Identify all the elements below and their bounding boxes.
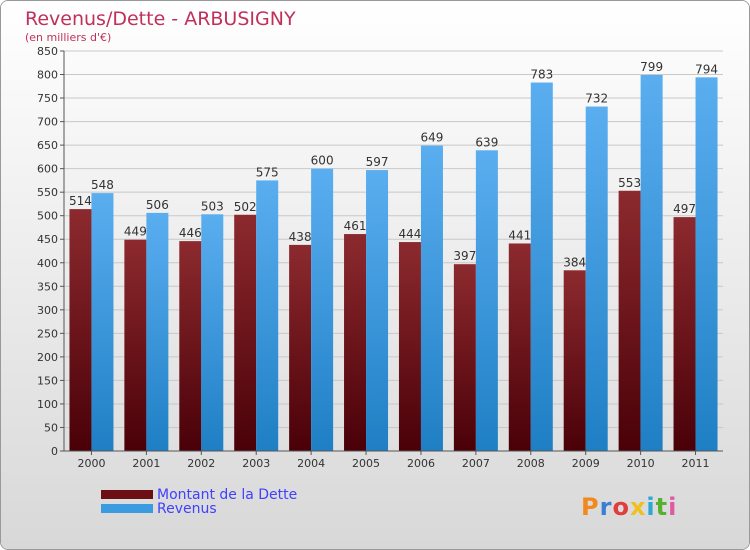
data-label-revenue: 503 bbox=[201, 199, 224, 213]
y-tick-label: 250 bbox=[37, 327, 58, 340]
legend-label-revenue: Revenus bbox=[157, 501, 217, 517]
grid-lines bbox=[64, 50, 723, 452]
x-tick-label: 2001 bbox=[132, 457, 160, 470]
logo-letter: x bbox=[629, 493, 647, 521]
bar-revenue bbox=[530, 82, 553, 451]
logo-letter: r bbox=[599, 493, 613, 521]
y-tick-label: 0 bbox=[51, 445, 58, 458]
bar-debt bbox=[673, 217, 696, 451]
bar-debt bbox=[398, 242, 421, 451]
x-tick-label: 2000 bbox=[77, 457, 105, 470]
data-label-revenue: 732 bbox=[585, 92, 608, 106]
y-tick-label: 850 bbox=[37, 45, 58, 58]
bars bbox=[69, 75, 718, 452]
bar-debt bbox=[453, 264, 476, 451]
logo-letter: i bbox=[668, 493, 678, 521]
data-label-debt: 446 bbox=[179, 226, 202, 240]
x-tick-label: 2009 bbox=[572, 457, 600, 470]
data-label-debt: 444 bbox=[399, 227, 422, 241]
y-tick-label: 150 bbox=[37, 374, 58, 387]
y-axis: 0 50 100 150 200 250 300 350 400 450 500 550 600 650 7… bbox=[37, 45, 65, 458]
x-tick-label: 2011 bbox=[682, 457, 710, 470]
proxiti-logo: Proxiti bbox=[581, 493, 677, 521]
bar-debt bbox=[289, 244, 312, 451]
data-label-revenue: 506 bbox=[146, 198, 169, 212]
bar-revenue bbox=[585, 106, 608, 451]
bar-debt bbox=[179, 241, 202, 451]
bar-revenue bbox=[256, 180, 279, 452]
data-label-debt: 397 bbox=[453, 249, 476, 263]
data-label-revenue: 639 bbox=[475, 135, 498, 149]
y-tick-label: 300 bbox=[37, 304, 58, 317]
data-label-debt: 449 bbox=[124, 225, 147, 239]
data-label-debt: 553 bbox=[618, 176, 641, 190]
y-tick-label: 50 bbox=[44, 421, 58, 434]
bar-debt bbox=[508, 243, 531, 451]
y-tick-label: 100 bbox=[37, 398, 58, 411]
bar-debt bbox=[618, 190, 641, 451]
x-tick-label: 2002 bbox=[187, 457, 215, 470]
y-tick-label: 400 bbox=[37, 257, 58, 270]
data-label-revenue: 649 bbox=[421, 131, 444, 145]
x-tick-label: 2007 bbox=[462, 457, 490, 470]
y-tick-label: 650 bbox=[37, 139, 58, 152]
data-label-debt: 441 bbox=[508, 228, 531, 242]
bar-debt bbox=[563, 270, 586, 451]
legend-swatch-debt bbox=[101, 490, 153, 499]
chart-subtitle: (en milliers d'€) bbox=[25, 31, 111, 44]
logo-letter: o bbox=[612, 493, 630, 521]
data-label-revenue: 783 bbox=[530, 68, 553, 82]
data-labels: 514 548 449 506 446 503 502 575 438 600 461 597 444 6… bbox=[69, 60, 718, 269]
data-label-debt: 438 bbox=[289, 230, 312, 244]
bar-revenue bbox=[366, 170, 389, 451]
bar-debt bbox=[69, 209, 92, 451]
x-axis: 2000 2001 2002 2003 2004 2005 2006 2007 2008 2009… bbox=[64, 450, 723, 470]
bar-revenue bbox=[311, 168, 334, 451]
data-label-revenue: 575 bbox=[256, 165, 279, 179]
chart-title: Revenus/Dette - ARBUSIGNY bbox=[25, 8, 296, 30]
y-tick-label: 500 bbox=[37, 210, 58, 223]
data-label-revenue: 597 bbox=[366, 155, 389, 169]
bar-revenue bbox=[640, 75, 663, 451]
logo-letter: P bbox=[581, 493, 600, 521]
bar-revenue bbox=[475, 150, 498, 451]
bar-revenue bbox=[91, 193, 114, 451]
data-label-revenue: 794 bbox=[695, 62, 718, 76]
bar-debt bbox=[234, 214, 257, 451]
data-label-debt: 502 bbox=[234, 200, 257, 214]
x-tick-label: 2004 bbox=[297, 457, 325, 470]
y-tick-label: 600 bbox=[37, 163, 58, 176]
data-label-revenue: 799 bbox=[640, 60, 663, 74]
x-tick-label: 2008 bbox=[517, 457, 545, 470]
y-tick-label: 350 bbox=[37, 280, 58, 293]
x-tick-label: 2005 bbox=[352, 457, 380, 470]
y-tick-label: 700 bbox=[37, 116, 58, 129]
data-label-revenue: 600 bbox=[311, 154, 334, 168]
x-tick-label: 2003 bbox=[242, 457, 270, 470]
logo-letter: i bbox=[646, 493, 656, 521]
legend-swatch-revenue bbox=[101, 504, 153, 513]
bar-revenue bbox=[146, 212, 169, 451]
y-tick-label: 750 bbox=[37, 92, 58, 105]
bar-revenue bbox=[201, 214, 224, 451]
y-tick-label: 550 bbox=[37, 186, 58, 199]
x-tick-label: 2006 bbox=[407, 457, 435, 470]
data-label-debt: 514 bbox=[69, 194, 92, 208]
bar-revenue bbox=[695, 77, 718, 452]
bar-revenue bbox=[420, 145, 443, 451]
bar-debt bbox=[124, 239, 147, 451]
logo-letter: t bbox=[655, 493, 669, 521]
x-tick-label: 2010 bbox=[627, 457, 655, 470]
data-label-debt: 461 bbox=[344, 219, 367, 233]
data-label-debt: 497 bbox=[673, 202, 696, 216]
y-tick-label: 800 bbox=[37, 69, 58, 82]
data-label-revenue: 548 bbox=[91, 178, 114, 192]
y-tick-label: 200 bbox=[37, 351, 58, 364]
y-tick-label: 450 bbox=[37, 233, 58, 246]
legend-label-debt: Montant de la Dette bbox=[157, 487, 298, 503]
bar-debt bbox=[344, 234, 367, 451]
data-label-debt: 384 bbox=[563, 255, 586, 269]
